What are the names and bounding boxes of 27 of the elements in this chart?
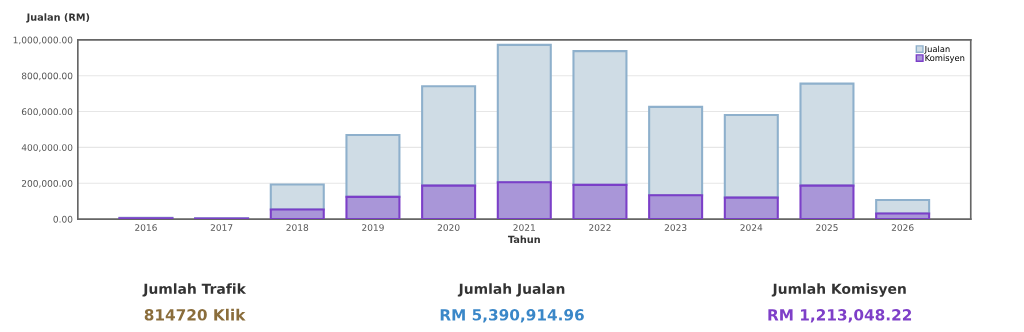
legend-label: Komisyen — [925, 54, 965, 63]
y-tick-label: 600,000.00 — [21, 108, 73, 117]
x-tick-label: 2023 — [664, 224, 687, 231]
text: Jumlah Jualan — [457, 283, 565, 297]
text: Jumlah Komisyen — [771, 283, 906, 297]
y-tick-label: 400,000.00 — [21, 144, 73, 152]
text: RM 5,390,914.96 — [440, 309, 584, 323]
x-tick-label: 2026 — [891, 224, 914, 231]
x-tick-label: 2024 — [740, 224, 763, 231]
y-axis-title: Jualan (RM) — [26, 13, 90, 23]
x-tick-label: 2017 — [210, 224, 233, 231]
x-axis-title: Tahun — [507, 235, 540, 244]
x-tick-label: 2018 — [286, 224, 309, 231]
y-tick-label: 800,000.00 — [21, 72, 73, 81]
y-tick-label: 0.00 — [53, 215, 73, 223]
y-tick-label: 200,000.00 — [21, 179, 73, 188]
x-tick-label: 2022 — [589, 224, 611, 231]
text: 814720 Klik — [144, 308, 246, 321]
x-tick-label: 2021 — [513, 224, 535, 231]
x-tick-label: 2016 — [135, 224, 157, 231]
text: RM 1,213,048.22 — [768, 309, 912, 323]
text: Jumlah Trafik — [142, 283, 247, 297]
legend-label: Jualan — [924, 45, 950, 54]
x-tick-label: 2025 — [816, 224, 838, 231]
y-tick-label: 1,000,000.00 — [13, 36, 73, 45]
x-tick-label: 2020 — [437, 224, 460, 231]
x-tick-label: 2019 — [362, 224, 384, 231]
